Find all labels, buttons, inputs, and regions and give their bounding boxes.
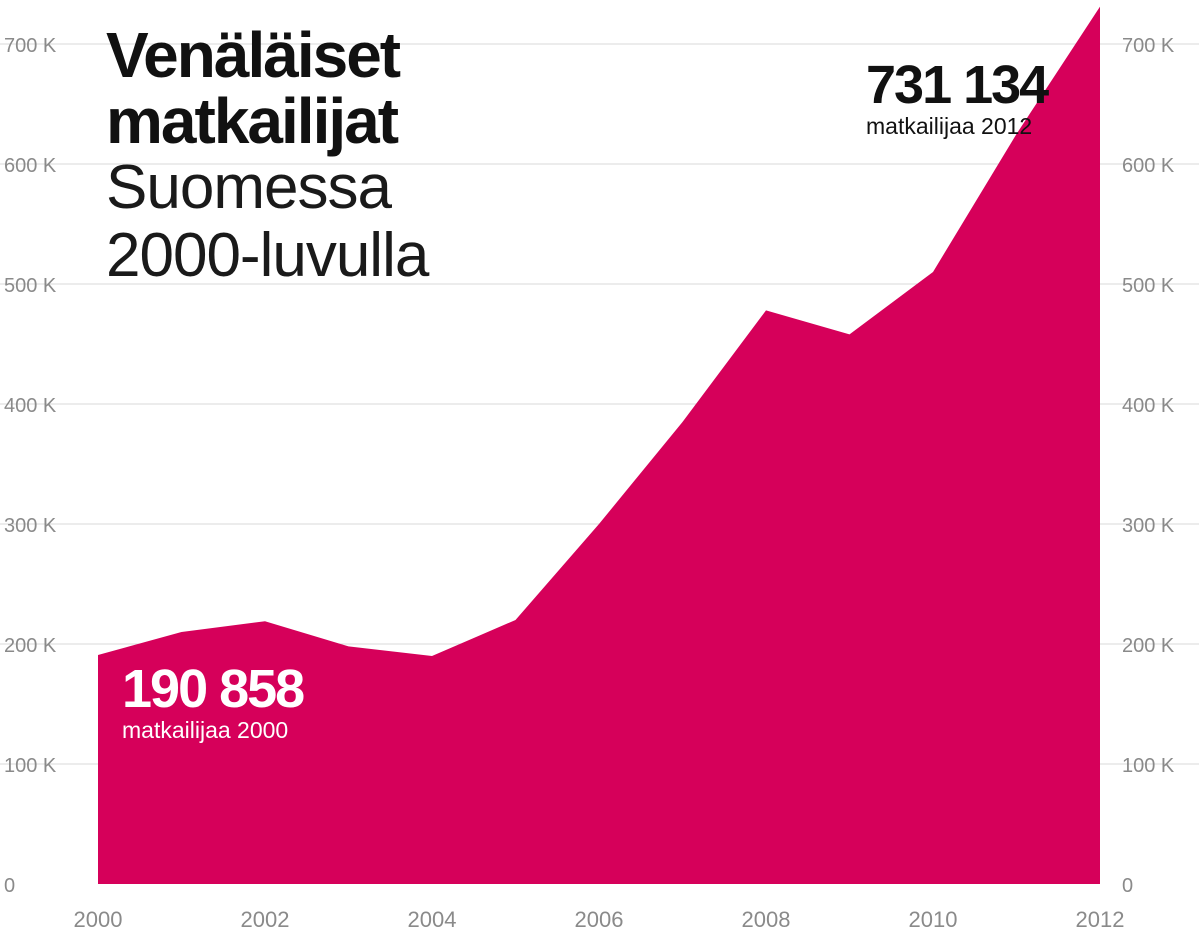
title-line-4: 2000-luvulla (106, 221, 429, 290)
callout-start-label: matkailijaa 2000 (122, 717, 289, 743)
y-tick-label-left: 300 K (4, 515, 57, 537)
y-tick-label-left: 700 K (4, 35, 57, 57)
y-tick-label-left: 500 K (4, 275, 57, 297)
y-tick-label-right: 300 K (1122, 515, 1175, 537)
y-axis-right: 0 100 K 200 K 300 K 400 K 500 K 600 K 700 K (1122, 35, 1175, 897)
title-line-1: Venäläiset (106, 19, 401, 91)
y-tick-label-right: 500 K (1122, 275, 1175, 297)
y-tick-label-left: 100 K (4, 755, 57, 777)
title-line-2: matkailijat (106, 85, 399, 157)
x-tick-label: 2004 (408, 907, 457, 931)
x-tick-label: 2012 (1076, 907, 1125, 931)
callout-start-value: 190 858 (122, 659, 305, 719)
callout-start: 190 858 matkailijaa 2000 (122, 659, 305, 744)
y-tick-label-left: 200 K (4, 635, 57, 657)
x-tick-label: 2000 (74, 907, 123, 931)
y-tick-label-right: 600 K (1122, 155, 1175, 177)
x-tick-label: 2002 (241, 907, 290, 931)
callout-end-label: matkailijaa 2012 (866, 113, 1033, 139)
area-series (98, 6, 1100, 884)
y-tick-label-right: 100 K (1122, 755, 1175, 777)
callout-end-value: 731 134 (866, 55, 1049, 115)
x-tick-label: 2006 (575, 907, 624, 931)
x-tick-label: 2008 (742, 907, 791, 931)
y-axis-left: 0 100 K 200 K 300 K 400 K 500 K 600 K 700 K (4, 35, 57, 897)
chart-title: Venäläiset matkailijat Suomessa 2000-luv… (106, 19, 429, 290)
callout-end: 731 134 matkailijaa 2012 (866, 55, 1049, 140)
data-area (98, 6, 1100, 884)
x-tick-label: 2010 (909, 907, 958, 931)
y-tick-label-right: 200 K (1122, 635, 1175, 657)
y-tick-label-right: 700 K (1122, 35, 1175, 57)
title-line-3: Suomessa (106, 153, 392, 222)
x-axis: 2000 2002 2004 2006 2008 2010 2012 (74, 907, 1125, 931)
y-tick-label-right: 0 (1122, 875, 1133, 897)
y-tick-label-left: 400 K (4, 395, 57, 417)
y-tick-label-left: 0 (4, 875, 15, 897)
y-tick-label-right: 400 K (1122, 395, 1175, 417)
y-tick-label-left: 600 K (4, 155, 57, 177)
